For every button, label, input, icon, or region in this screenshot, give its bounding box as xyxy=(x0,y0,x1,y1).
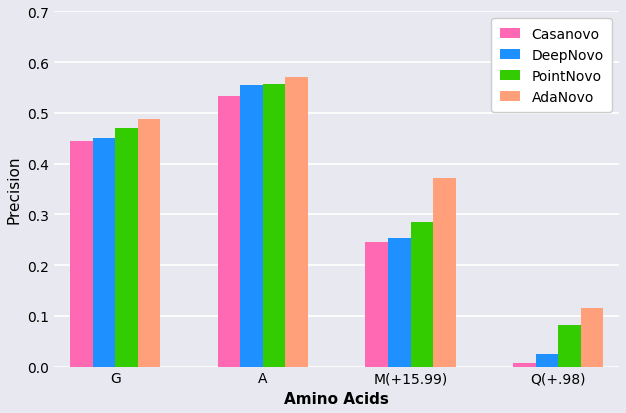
Y-axis label: Precision: Precision xyxy=(7,155,22,224)
Bar xyxy=(433,178,456,367)
Bar xyxy=(558,325,581,367)
Bar xyxy=(513,363,536,367)
Legend: Casanovo, DeepNovo, PointNovo, AdaNovo: Casanovo, DeepNovo, PointNovo, AdaNovo xyxy=(491,19,612,113)
Bar xyxy=(285,78,308,367)
X-axis label: Amino Acids: Amino Acids xyxy=(284,391,389,406)
Bar xyxy=(536,355,558,367)
Bar xyxy=(263,85,285,367)
Bar xyxy=(581,309,603,367)
Bar xyxy=(388,239,411,367)
Bar xyxy=(93,138,115,367)
Bar xyxy=(218,97,240,367)
Bar xyxy=(70,142,93,367)
Bar xyxy=(115,129,138,367)
Bar xyxy=(138,120,160,367)
Bar xyxy=(366,243,388,367)
Bar xyxy=(240,86,263,367)
Bar xyxy=(411,223,433,367)
